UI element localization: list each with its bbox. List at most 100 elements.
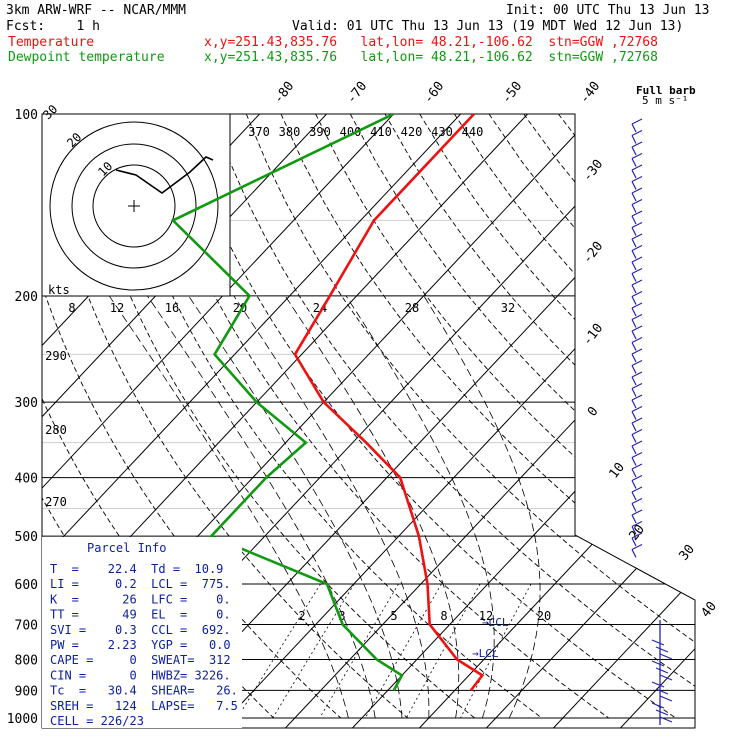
parcel-info-row: T = 22.4 Td = 10.9 <box>50 562 223 576</box>
parcel-info-row: CELL = 226/23 <box>50 714 144 728</box>
dewpoint-profile <box>170 114 404 692</box>
wind-barb <box>631 543 643 551</box>
wind-barb <box>651 702 665 709</box>
pressure-label: 500 <box>15 530 38 545</box>
mixing-ratio-label: 5 <box>390 609 397 623</box>
wind-barb <box>631 146 637 156</box>
pressure-label: 900 <box>15 684 38 699</box>
dry-adiabat <box>662 114 695 719</box>
theta-label: 280 <box>45 423 67 437</box>
wind-barb <box>631 503 637 512</box>
wind-barb <box>651 681 665 688</box>
wind-barb <box>659 653 673 660</box>
isotherm <box>42 114 461 728</box>
wind-barb <box>631 342 637 351</box>
hodograph-ring <box>71 143 197 269</box>
wind-barb <box>631 181 637 190</box>
wind-barb <box>631 233 643 240</box>
theta-label: 430 <box>431 125 453 139</box>
parcel-info-row: PW = 2.23 YGP = 0.0 <box>50 638 231 652</box>
isotherm <box>620 114 695 728</box>
wind-barb <box>631 325 643 332</box>
moist-adiabat <box>345 295 495 719</box>
wind-barb <box>631 388 637 397</box>
wind-barb <box>631 463 643 470</box>
lcl-marker: →LCL <box>472 647 499 660</box>
wind-barb <box>631 152 643 160</box>
theta-label: 420 <box>401 125 423 139</box>
mixing-ratio-line <box>405 583 481 719</box>
moist-adiabat <box>233 295 430 719</box>
wind-barb <box>631 405 643 413</box>
wind-barb <box>631 537 637 547</box>
dry-adiabat <box>627 114 695 719</box>
wind-barb <box>631 198 643 206</box>
dry-adiabat <box>315 114 695 719</box>
theta-label: 290 <box>45 349 67 363</box>
parcel-info-row: K = 26 LFC = 0. <box>50 592 231 606</box>
hodograph-unit: kts <box>48 283 70 297</box>
wind-barb <box>631 302 643 309</box>
wind-barb <box>631 359 643 367</box>
wind-barb <box>631 371 643 378</box>
dry-adiabat <box>42 114 408 719</box>
isotherm-label: 30 <box>677 542 698 564</box>
theta-label: 440 <box>462 125 484 139</box>
wind-barb <box>631 348 643 355</box>
speed-tick-label: 28 <box>405 301 419 315</box>
wind-barb <box>631 175 643 183</box>
wind-barb <box>631 422 637 432</box>
speed-tick-label: 8 <box>68 301 75 315</box>
wind-barb <box>631 428 643 436</box>
theta-label: 270 <box>45 495 67 509</box>
wind-barb <box>631 118 643 125</box>
speed-tick-label: 32 <box>501 301 515 315</box>
isotherm <box>486 114 695 728</box>
pressure-label: 600 <box>15 578 38 593</box>
mixing-ratio-label: 2 <box>298 609 305 623</box>
wind-barb <box>655 688 669 695</box>
wind-barb <box>631 221 643 229</box>
parcel-info-row: Tc = 30.4 SHEAR= 26. <box>50 684 238 698</box>
dry-adiabat <box>245 114 695 719</box>
wind-barb <box>631 307 637 317</box>
parcel-info-row: SVI = 0.3 CCL = 692. <box>50 623 231 637</box>
isotherm-label: -20 <box>580 239 606 267</box>
parcel-info-row: CAPE = 0 SWEAT= 312 <box>50 653 231 667</box>
model-title: 3km ARW-WRF -- NCAR/MMM <box>6 3 187 18</box>
moist-adiabat <box>146 295 376 719</box>
parcel-info-title: Parcel Info <box>87 541 166 555</box>
speed-tick-label: 16 <box>165 301 179 315</box>
wind-barb <box>631 238 637 248</box>
pressure-label: 800 <box>15 653 38 668</box>
wind-barb <box>631 514 637 524</box>
wind-barb <box>631 382 643 390</box>
wind-barb <box>631 417 643 424</box>
wind-barb <box>631 210 643 217</box>
speed-tick-label: 12 <box>110 301 124 315</box>
init-time: Init: 00 UTC Thu 13 Jun 13 <box>506 3 710 18</box>
dry-adiabat <box>349 114 695 719</box>
isotherm-label: 40 <box>699 599 720 621</box>
isotherm-label: -10 <box>580 321 606 349</box>
wind-barb <box>631 532 643 539</box>
theta-label: 380 <box>279 125 301 139</box>
wind-barb <box>631 141 643 148</box>
wind-barb <box>631 164 643 171</box>
theta-label: 400 <box>340 125 362 139</box>
wind-barb <box>659 695 673 702</box>
isotherm-label: 20 <box>627 522 648 544</box>
wind-barb <box>631 158 637 167</box>
full-barb-unit: 5 m s⁻¹ <box>642 94 688 107</box>
mixing-ratio-label: 8 <box>440 609 447 623</box>
wind-barb <box>659 716 673 723</box>
dewpoint-station-info: x,y=251.43,835.76 lat,lon= 48.21,-106.62… <box>204 50 658 65</box>
wind-barb <box>631 330 637 340</box>
wind-barb <box>631 135 637 144</box>
dry-adiabat <box>280 114 695 719</box>
wind-barb <box>631 497 643 505</box>
wind-barb <box>631 376 637 386</box>
dry-adiabat <box>72 114 475 719</box>
isotherm-label: 0 <box>585 404 602 419</box>
